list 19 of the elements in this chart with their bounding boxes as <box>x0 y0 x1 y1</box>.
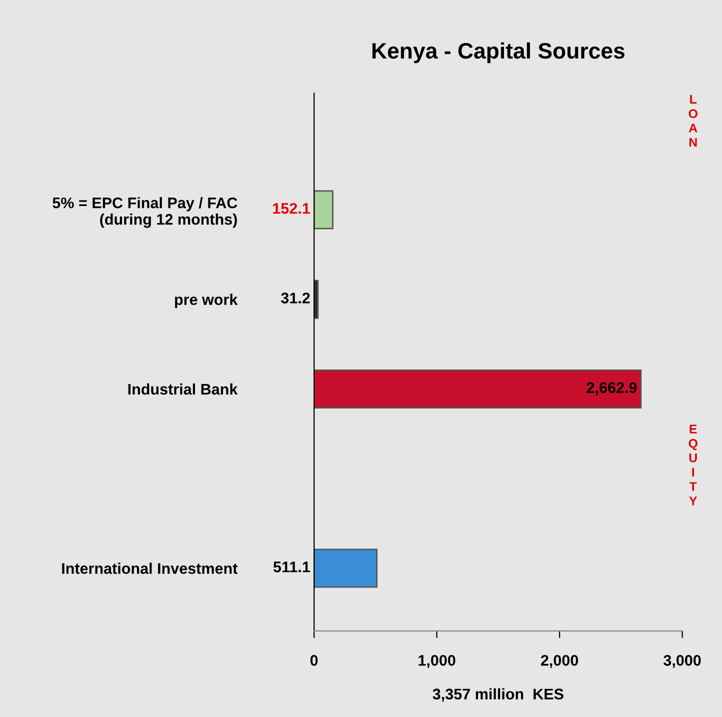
x-tick-label: 3,000 <box>664 654 701 668</box>
y-tick-label: Industrial Bank <box>128 383 238 395</box>
x-axis-title: 3,357 million KES <box>432 688 564 702</box>
text: E Q U I T Y <box>688 424 698 506</box>
data-label: 31.2 <box>281 292 310 304</box>
data-label: 2,662.9 <box>586 382 637 396</box>
y-tick-label: pre work <box>175 294 238 308</box>
y-tick-label: International Investment <box>62 562 238 574</box>
x-tick-label: 2,000 <box>540 654 578 668</box>
y-tick-label: 5% = EPC Final Pay / FAC (during 12 months) <box>52 197 238 228</box>
bar <box>314 548 378 588</box>
x-tick-label: 1,000 <box>418 654 456 668</box>
data-label: 152.1 <box>273 203 310 214</box>
bar <box>314 369 642 408</box>
data-label: 511.1 <box>273 562 310 572</box>
text: L O A N <box>688 94 698 147</box>
chart-title: Kenya - Capital Sources <box>372 42 624 64</box>
x-tick-label: 0 <box>310 654 318 666</box>
bar <box>314 190 334 230</box>
